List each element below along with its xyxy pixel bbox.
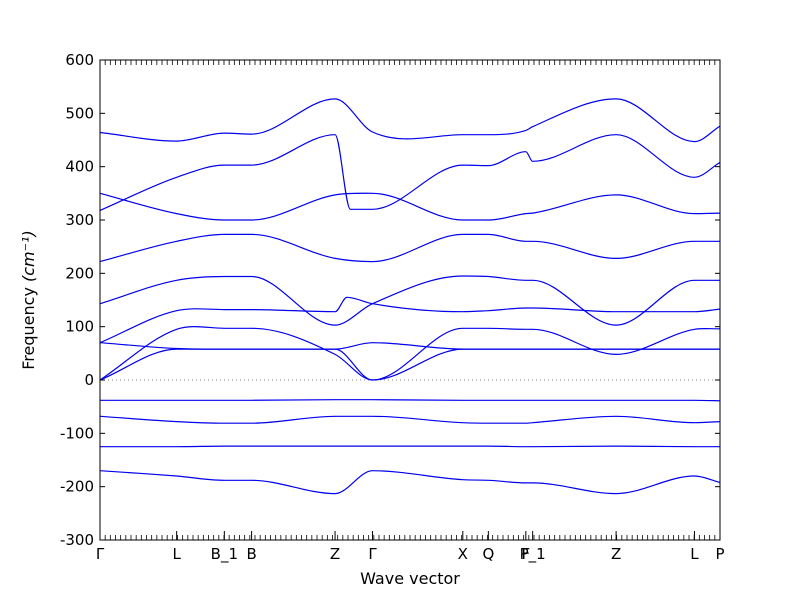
- band-line-10: [100, 399, 721, 402]
- band-line-2: [99, 134, 721, 211]
- band-line-4: [99, 233, 720, 263]
- x-axis-label: Wave vector: [360, 569, 460, 588]
- band-line-7: [99, 326, 721, 381]
- x-tick-label: F: [522, 545, 531, 563]
- band-line-1: [99, 98, 721, 143]
- y-tick-label: -200: [60, 478, 94, 496]
- plot-background: [100, 60, 720, 540]
- x-tick-label: L: [690, 545, 699, 563]
- y-axis-label: Frequency (cm⁻¹): [19, 230, 38, 369]
- y-axis-label-unit: (cm⁻¹): [19, 230, 38, 282]
- band-line-11: [99, 415, 721, 424]
- series-group: [99, 98, 721, 495]
- x-tick-label: Q: [482, 545, 494, 563]
- x-tick-label: X: [458, 545, 468, 563]
- x-tick-label: Γ: [96, 545, 105, 563]
- y-tick-label: 200: [65, 264, 94, 282]
- x-tick-label: B_1: [211, 545, 238, 564]
- x-axis-ticks: Γ L B_1 B Z Γ X Q FP_1 Z L P: [96, 60, 725, 564]
- y-axis-ticks: -300 -200 -100 0 100 200 300 400 500 600: [60, 51, 720, 549]
- band-line-5: [99, 275, 720, 326]
- y-tick-label: 0: [84, 371, 94, 389]
- x-tick-label: Z: [330, 545, 340, 563]
- band-line-9: [99, 348, 720, 381]
- x-tick-label: B: [246, 545, 256, 563]
- y-axis-label-text: Frequency: [19, 282, 38, 370]
- x-tick-label: P: [715, 545, 724, 563]
- y-tick-label: -300: [60, 531, 94, 549]
- x-tick-label: Γ: [368, 545, 377, 563]
- x-tick-label: L: [172, 545, 181, 563]
- y-tick-label: 400: [65, 158, 94, 176]
- plot-area: [100, 60, 720, 540]
- y-tick-label: 300: [65, 211, 94, 229]
- plot-frame: [99, 59, 721, 541]
- x-tick-label: P_1: [520, 545, 546, 564]
- y-tick-label: 500: [65, 104, 94, 122]
- y-tick-label: 100: [65, 318, 94, 336]
- band-line-13: [99, 470, 721, 495]
- band-line-6: [99, 296, 721, 344]
- band-line-3: [99, 192, 721, 221]
- band-line-12: [99, 445, 720, 448]
- x-tick-label: Z: [611, 545, 621, 563]
- y-tick-label: 600: [65, 51, 94, 69]
- y-tick-label: -100: [60, 424, 94, 442]
